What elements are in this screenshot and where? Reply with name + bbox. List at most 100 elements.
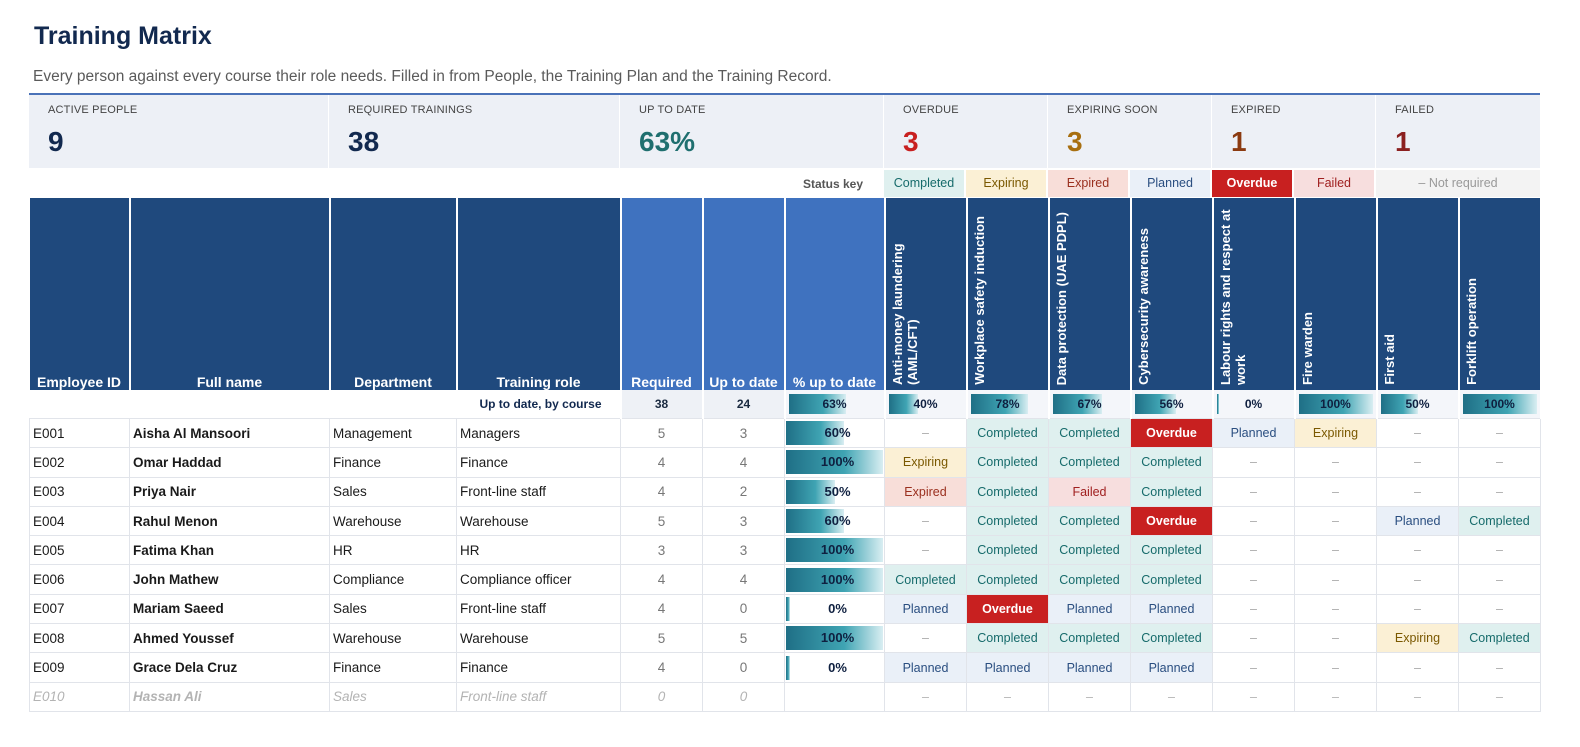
- cell-required[interactable]: 4: [620, 593, 703, 625]
- cell-course-status[interactable]: –: [1376, 593, 1459, 625]
- cell-employee-id[interactable]: E002: [29, 447, 130, 478]
- cell-up-to-date[interactable]: 4: [702, 564, 785, 595]
- cell-course-status[interactable]: –: [1294, 535, 1377, 566]
- col-header-course-cybersecurity[interactable]: Cybersecurity awareness: [1130, 198, 1214, 390]
- table-row[interactable]: E010 Hassan Ali Sales Front-line staff 0 0– – –…: [29, 681, 1541, 712]
- cell-course-status[interactable]: Completed: [1458, 505, 1541, 537]
- table-row[interactable]: E009 Grace Dela Cruz Finance Finance 4 0 0% Pla…: [29, 652, 1541, 683]
- cell-department[interactable]: Finance: [329, 652, 457, 683]
- cell-department[interactable]: Sales: [329, 681, 457, 712]
- cell-full-name[interactable]: Grace Dela Cruz: [129, 652, 330, 683]
- cell-course-status[interactable]: Completed: [884, 564, 967, 595]
- cell-course-status[interactable]: –: [1294, 447, 1377, 478]
- cell-course-status[interactable]: Planned: [1048, 593, 1131, 625]
- cell-course-status[interactable]: Completed: [966, 564, 1049, 595]
- cell-training-role[interactable]: Front-line staff: [456, 476, 621, 507]
- cell-course-status[interactable]: –: [884, 681, 967, 712]
- cell-course-status[interactable]: –: [1212, 447, 1295, 478]
- cell-course-status[interactable]: –: [1458, 681, 1541, 712]
- cell-pct-up-to-date[interactable]: [784, 681, 885, 712]
- cell-course-status[interactable]: –: [884, 535, 967, 566]
- cell-course-status[interactable]: –: [884, 505, 967, 537]
- cell-employee-id[interactable]: E009: [29, 652, 130, 683]
- cell-full-name[interactable]: Hassan Ali: [129, 681, 330, 712]
- cell-course-status[interactable]: –: [1212, 652, 1295, 683]
- cell-training-role[interactable]: Finance: [456, 447, 621, 478]
- cell-course-status[interactable]: –: [1294, 681, 1377, 712]
- col-header-course-aml[interactable]: Anti-money laundering (AML/CFT): [884, 198, 968, 390]
- col-header-training-role[interactable]: Training role: [456, 198, 622, 390]
- cell-course-status[interactable]: –: [1212, 505, 1295, 537]
- col-header-course-safety[interactable]: Workplace safety induction: [966, 198, 1050, 390]
- cell-employee-id[interactable]: E008: [29, 623, 130, 654]
- cell-up-to-date[interactable]: 4: [702, 447, 785, 478]
- cell-pct-up-to-date[interactable]: 0%: [784, 593, 885, 625]
- cell-pct-up-to-date[interactable]: 100%: [784, 623, 885, 654]
- cell-course-status[interactable]: –: [884, 417, 967, 449]
- cell-course-status[interactable]: –: [1294, 505, 1377, 537]
- col-header-course-fire-warden[interactable]: Fire warden: [1294, 198, 1378, 390]
- cell-course-status[interactable]: –: [1294, 593, 1377, 625]
- cell-up-to-date[interactable]: 3: [702, 417, 785, 449]
- cell-training-role[interactable]: Finance: [456, 652, 621, 683]
- cell-required[interactable]: 4: [620, 564, 703, 595]
- cell-course-status[interactable]: –: [1376, 447, 1459, 478]
- cell-training-role[interactable]: Front-line staff: [456, 593, 621, 625]
- cell-course-status[interactable]: –: [1294, 623, 1377, 654]
- table-row[interactable]: E004 Rahul Menon Warehouse Warehouse 5 3 60% – C…: [29, 505, 1541, 537]
- cell-training-role[interactable]: HR: [456, 535, 621, 566]
- col-header-full-name[interactable]: Full name: [129, 198, 331, 390]
- cell-full-name[interactable]: Aisha Al Mansoori: [129, 417, 330, 449]
- cell-course-status[interactable]: Planned: [1212, 417, 1295, 449]
- cell-department[interactable]: Sales: [329, 593, 457, 625]
- cell-course-status[interactable]: Planned: [966, 652, 1049, 683]
- cell-course-status[interactable]: Expired: [884, 476, 967, 507]
- cell-full-name[interactable]: Mariam Saeed: [129, 593, 330, 625]
- table-row[interactable]: E002 Omar Haddad Finance Finance 4 4 100% Expir…: [29, 447, 1541, 478]
- cell-up-to-date[interactable]: 5: [702, 623, 785, 654]
- cell-course-status[interactable]: Completed: [1048, 535, 1131, 566]
- cell-course-status[interactable]: –: [1376, 564, 1459, 595]
- cell-course-status[interactable]: –: [1212, 476, 1295, 507]
- cell-full-name[interactable]: Omar Haddad: [129, 447, 330, 478]
- col-header-course-labour-rights[interactable]: Labour rights and respect at work: [1212, 198, 1296, 390]
- cell-course-status[interactable]: Completed: [1048, 564, 1131, 595]
- cell-required[interactable]: 5: [620, 417, 703, 449]
- cell-course-status[interactable]: Completed: [1048, 417, 1131, 449]
- cell-employee-id[interactable]: E007: [29, 593, 130, 625]
- cell-full-name[interactable]: Rahul Menon: [129, 505, 330, 537]
- cell-course-status[interactable]: Planned: [1130, 593, 1213, 625]
- cell-course-status[interactable]: Completed: [1458, 623, 1541, 654]
- cell-required[interactable]: 5: [620, 623, 703, 654]
- cell-training-role[interactable]: Warehouse: [456, 505, 621, 537]
- cell-course-status[interactable]: –: [1212, 564, 1295, 595]
- cell-pct-up-to-date[interactable]: 100%: [784, 564, 885, 595]
- cell-course-status[interactable]: Planned: [1048, 652, 1131, 683]
- cell-department[interactable]: Warehouse: [329, 623, 457, 654]
- table-row[interactable]: E008 Ahmed Youssef Warehouse Warehouse 5 5 100…: [29, 623, 1541, 654]
- cell-employee-id[interactable]: E003: [29, 476, 130, 507]
- cell-pct-up-to-date[interactable]: 60%: [784, 505, 885, 537]
- cell-training-role[interactable]: Compliance officer: [456, 564, 621, 595]
- cell-course-status[interactable]: Completed: [966, 505, 1049, 537]
- table-row[interactable]: E005 Fatima Khan HR HR 3 3 100% – Completed Compl…: [29, 535, 1541, 566]
- cell-course-status[interactable]: –: [1212, 593, 1295, 625]
- cell-training-role[interactable]: Warehouse: [456, 623, 621, 654]
- cell-course-status[interactable]: –: [1212, 681, 1295, 712]
- cell-employee-id[interactable]: E006: [29, 564, 130, 595]
- cell-course-status[interactable]: –: [1458, 476, 1541, 507]
- cell-employee-id[interactable]: E004: [29, 505, 130, 537]
- cell-course-status[interactable]: –: [1048, 681, 1131, 712]
- cell-full-name[interactable]: Ahmed Youssef: [129, 623, 330, 654]
- cell-department[interactable]: Compliance: [329, 564, 457, 595]
- cell-course-status[interactable]: –: [1294, 564, 1377, 595]
- cell-required[interactable]: 4: [620, 447, 703, 478]
- cell-required[interactable]: 3: [620, 535, 703, 566]
- col-header-department[interactable]: Department: [329, 198, 458, 390]
- col-header-course-forklift[interactable]: Forklift operation: [1458, 198, 1542, 390]
- cell-course-status[interactable]: Expiring: [1376, 623, 1459, 654]
- cell-course-status[interactable]: –: [1130, 681, 1213, 712]
- cell-course-status[interactable]: Planned: [1376, 505, 1459, 537]
- cell-department[interactable]: HR: [329, 535, 457, 566]
- cell-course-status[interactable]: –: [1458, 447, 1541, 478]
